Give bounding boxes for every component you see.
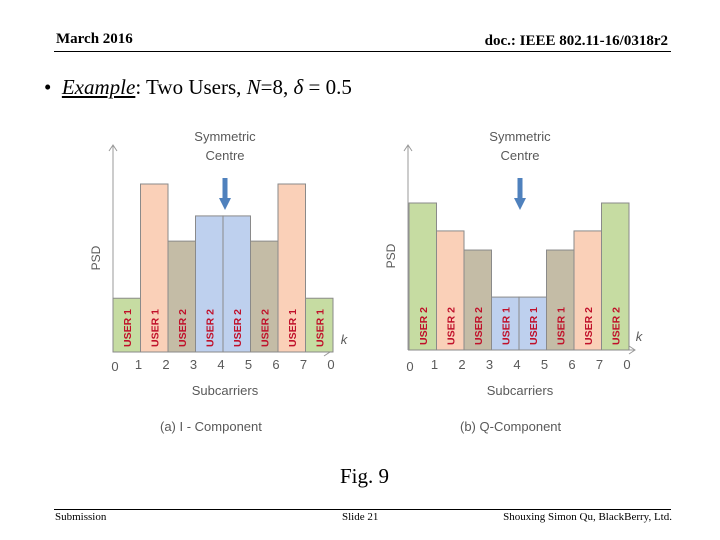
symmetric-centre-label-line2: Centre	[500, 148, 539, 163]
psd-bar-6	[250, 240, 279, 353]
symmetric-centre-label: Symmetric	[489, 129, 551, 144]
header-doc-id: doc.: IEEE 802.11-16/0318r2	[484, 33, 668, 49]
psd-bar-2	[140, 183, 169, 353]
bar-label-8: USER 1	[314, 309, 326, 347]
psd-bar-5	[222, 215, 251, 353]
x-axis-arrowhead	[628, 345, 636, 355]
down-arrow-icon	[514, 198, 526, 210]
tick-label-6: 6	[272, 357, 279, 372]
bullet-symbol: •	[44, 75, 52, 99]
bar-label-4: USER 1	[500, 307, 512, 345]
panel-caption: (b) Q-Component	[460, 419, 562, 434]
bar-label-8: USER 2	[610, 307, 622, 345]
tick-label-7: 7	[300, 357, 307, 372]
bar-label-6: USER 1	[555, 307, 567, 345]
k-axis-label: k	[341, 332, 349, 347]
tick-label-4: 4	[217, 357, 224, 372]
psd-bar-8	[305, 297, 334, 353]
tick-label-8: 0	[623, 357, 630, 372]
psd-bar-7	[277, 183, 306, 353]
tick-label-origin: 0	[406, 359, 413, 374]
bar-label-3: USER 2	[473, 307, 485, 345]
footer-rule	[54, 509, 671, 510]
header-date: March 2016	[56, 31, 133, 47]
down-arrow-shaft	[517, 178, 523, 200]
tick-label-6: 6	[568, 357, 575, 372]
psd-axis-label: PSD	[384, 243, 398, 268]
bar-label-7: USER 1	[287, 309, 299, 347]
tick-label-origin: 0	[111, 359, 118, 374]
bar-label-3: USER 2	[177, 309, 189, 347]
example-label: Example	[61, 75, 136, 99]
panel-caption: (a) I - Component	[160, 419, 262, 434]
psd-bar-8	[601, 202, 630, 351]
y-axis-arrowhead	[108, 144, 118, 152]
delta-value: = 0.5	[303, 75, 352, 99]
bar-label-6: USER 2	[259, 309, 271, 347]
tick-label-1: 1	[135, 357, 142, 372]
symmetric-centre-label-line2: Centre	[205, 148, 244, 163]
tick-label-5: 5	[541, 357, 548, 372]
tick-label-2: 2	[162, 357, 169, 372]
psd-bar-7	[573, 230, 602, 351]
n-value: =8,	[260, 75, 294, 99]
psd-bar-1	[112, 297, 141, 353]
down-arrow-icon	[219, 198, 231, 210]
bar-label-1: USER 2	[418, 307, 430, 345]
down-arrow-shaft	[222, 178, 228, 200]
symmetric-centre-label: Symmetric	[194, 129, 256, 144]
tick-label-2: 2	[458, 357, 465, 372]
tick-label-8: 0	[327, 357, 334, 372]
tick-label-7: 7	[596, 357, 603, 372]
psd-bar-5	[518, 296, 547, 351]
x-axis-title: Subcarriers	[192, 383, 259, 398]
example-bullet: • Example: Two Users, N=8, δ = 0.5	[44, 75, 352, 100]
footer-author: Shouxing Simon Qu, BlackBerry, Ltd.	[503, 511, 672, 523]
tick-label-3: 3	[190, 357, 197, 372]
psd-bar-3	[167, 240, 196, 353]
tick-label-4: 4	[513, 357, 520, 372]
bar-label-2: USER 2	[445, 307, 457, 345]
psd-bar-2	[436, 230, 465, 351]
panel-i-component: PSD USER 1 USER 1 USER 2 USER 2 USER 2 USER 2 U…	[89, 129, 349, 434]
panel-q-component: PSD USER 2 USER 2 USER 2 USER 1 USER 1 USER 1 U…	[384, 129, 644, 434]
figure-caption: Fig. 9	[340, 464, 390, 488]
x-axis-title: Subcarriers	[487, 383, 554, 398]
footer-submission: Submission	[55, 511, 107, 523]
psd-axis-label: PSD	[89, 245, 103, 270]
header-rule	[54, 51, 671, 52]
y-axis-arrowhead	[403, 144, 413, 152]
bar-label-7: USER 2	[583, 307, 595, 345]
bar-label-5: USER 2	[232, 309, 244, 347]
footer-slide-number: Slide 21	[342, 511, 379, 523]
k-axis-label: k	[636, 329, 644, 344]
psd-bar-4	[491, 296, 520, 351]
psd-bar-4	[195, 215, 224, 353]
tick-label-5: 5	[245, 357, 252, 372]
example-text: : Two Users,	[135, 75, 247, 99]
bar-label-1: USER 1	[122, 309, 134, 347]
psd-bar-6	[546, 249, 575, 351]
tick-label-1: 1	[431, 357, 438, 372]
n-variable: N	[246, 75, 261, 99]
psd-bar-3	[463, 249, 492, 351]
bar-label-5: USER 1	[528, 307, 540, 345]
bar-label-4: USER 2	[204, 309, 216, 347]
delta-variable: δ	[293, 75, 304, 99]
tick-label-3: 3	[486, 357, 493, 372]
bar-label-2: USER 1	[149, 309, 161, 347]
